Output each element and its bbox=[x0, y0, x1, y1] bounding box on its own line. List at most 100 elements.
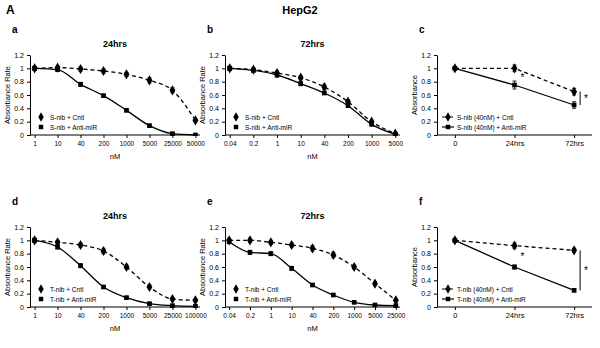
x-tick-label: 0 bbox=[453, 139, 457, 148]
x-tick-label: 0.04 bbox=[223, 312, 236, 319]
x-tick-label: 72hrs bbox=[565, 139, 584, 148]
y-tick-mark bbox=[434, 227, 437, 228]
x-tick-mark bbox=[104, 135, 105, 138]
x-tick: 40 bbox=[321, 135, 329, 147]
x-tick-mark bbox=[348, 135, 349, 138]
y-tick-mark bbox=[222, 82, 225, 83]
x-tick-mark bbox=[372, 135, 373, 138]
marker bbox=[372, 279, 378, 289]
marker bbox=[289, 266, 294, 271]
marker bbox=[330, 250, 336, 260]
x-tick-mark bbox=[230, 135, 231, 138]
marker bbox=[452, 235, 458, 245]
marker bbox=[512, 241, 518, 251]
panel: d24hrs00.20.40.60.811.211040200100050002… bbox=[3, 196, 207, 333]
series-line bbox=[230, 68, 396, 134]
y-tick: 0.2 bbox=[209, 290, 225, 297]
y-tick: 0 bbox=[20, 132, 30, 139]
y-tick-mark bbox=[27, 122, 30, 123]
legend-label: T-nib + Anti-miR bbox=[50, 296, 97, 303]
marker bbox=[393, 303, 398, 308]
marker bbox=[373, 303, 378, 308]
x-tick: 25000 bbox=[164, 307, 182, 319]
y-tick-mark bbox=[222, 307, 225, 308]
y-tick-mark bbox=[27, 240, 30, 241]
y-tick-label: 0.6 bbox=[421, 92, 431, 99]
x-tick: 5000 bbox=[143, 135, 158, 147]
x-tick: 1000 bbox=[365, 135, 380, 147]
legend-marker bbox=[445, 112, 450, 121]
y-tick-label: 0.8 bbox=[209, 78, 219, 85]
x-axis-title: nM bbox=[110, 324, 120, 333]
y-tick: 0.2 bbox=[421, 290, 437, 297]
marker bbox=[147, 75, 153, 85]
marker bbox=[32, 238, 37, 243]
x-tick-label: 5000 bbox=[368, 312, 383, 319]
plot-area bbox=[32, 235, 199, 308]
marker bbox=[101, 93, 106, 98]
x-axis: 110402001000500025000100000 bbox=[30, 307, 207, 319]
x-tick: 40 bbox=[77, 135, 85, 147]
marker bbox=[55, 63, 61, 73]
x-tick-mark bbox=[149, 307, 150, 310]
y-tick-mark bbox=[27, 68, 30, 69]
y-tick-mark bbox=[222, 254, 225, 255]
legend-label: T-nib (40nM) + Anti-miR bbox=[457, 296, 526, 304]
y-tick-mark bbox=[27, 254, 30, 255]
x-tick-mark bbox=[515, 307, 516, 310]
y-tick-mark bbox=[434, 307, 437, 308]
y-axis-title: Absorbance Rate bbox=[3, 66, 12, 124]
marker bbox=[275, 73, 280, 78]
marker bbox=[250, 65, 256, 75]
legend-label: S-nib (40nM) + Cntl bbox=[457, 114, 514, 122]
x-tick: 5000 bbox=[389, 135, 404, 147]
y-axis: 00.20.40.60.811.2 bbox=[421, 52, 437, 139]
legend: T-nib + CntlT-nib + Anti-miR bbox=[233, 284, 291, 302]
series-line bbox=[229, 242, 396, 306]
y-tick-mark bbox=[222, 294, 225, 295]
x-tick-label: 0 bbox=[453, 311, 457, 320]
significance-bracket bbox=[580, 92, 581, 105]
error-bar bbox=[33, 238, 37, 242]
y-tick: 0.2 bbox=[421, 118, 437, 125]
y-tick: 0.8 bbox=[14, 250, 30, 257]
x-tick: 72hrs bbox=[565, 307, 584, 320]
x-tick-mark bbox=[574, 135, 575, 138]
y-axis: 00.20.40.60.811.2 bbox=[209, 52, 225, 139]
y-tick-mark bbox=[434, 254, 437, 255]
x-tick: 10 bbox=[54, 307, 62, 319]
marker bbox=[512, 83, 517, 88]
error-bar-cap bbox=[572, 108, 576, 109]
x-tick-mark bbox=[35, 307, 36, 310]
y-tick-label: 0.2 bbox=[14, 118, 24, 125]
y-tick-mark bbox=[434, 122, 437, 123]
x-axis-title: nM bbox=[110, 152, 120, 161]
legend-label: S-nib + Cntl bbox=[245, 114, 280, 121]
y-tick-mark bbox=[222, 267, 225, 268]
y-tick-label: 0.6 bbox=[209, 264, 219, 271]
y-tick-label: 0.2 bbox=[209, 290, 219, 297]
y-tick: 0.4 bbox=[421, 277, 437, 284]
y-tick-mark bbox=[222, 280, 225, 281]
error-bar bbox=[513, 81, 517, 89]
y-tick: 0.2 bbox=[14, 118, 30, 125]
x-tick-label: 25000 bbox=[387, 312, 405, 319]
x-tick-label: 24hrs bbox=[506, 139, 525, 148]
legend-label: S-nib + Anti-miR bbox=[50, 124, 97, 131]
legend-marker bbox=[233, 112, 238, 121]
panel: a24hrs00.20.40.60.811.211040200100050002… bbox=[3, 24, 205, 161]
y-tick-label: 0.4 bbox=[14, 105, 24, 112]
y-tick: 0.6 bbox=[209, 92, 225, 99]
x-tick-mark bbox=[35, 135, 36, 138]
x-tick-mark bbox=[81, 307, 82, 310]
legend-item: S-nib + Anti-miR bbox=[234, 124, 293, 131]
x-tick-mark bbox=[149, 135, 150, 138]
legend-item: T-nib + Anti-miR bbox=[39, 296, 97, 303]
x-axis: 11040200100050002500050000 bbox=[30, 135, 205, 147]
panel-label: b bbox=[207, 24, 213, 35]
y-tick-label: 0.2 bbox=[14, 290, 24, 297]
series-line bbox=[455, 240, 574, 290]
y-axis-title: Absorbance Rate bbox=[198, 238, 207, 296]
y-tick-label: 1 bbox=[20, 65, 24, 72]
x-tick: 0 bbox=[453, 135, 457, 148]
